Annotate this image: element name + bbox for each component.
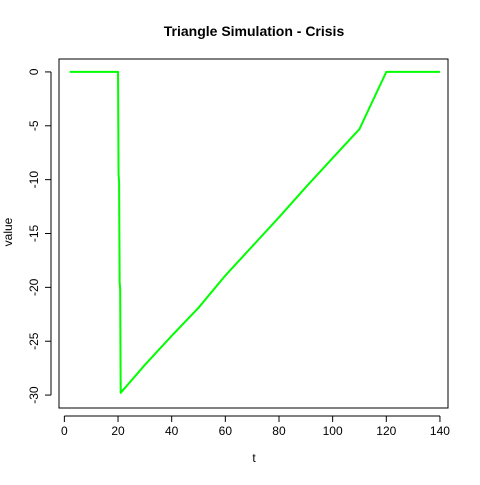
y-tick-label: -20: [27, 278, 41, 296]
x-tick-label: 140: [430, 424, 450, 438]
x-axis: 0 20 40 60 80 100 120 140: [61, 415, 450, 438]
y-tick-label: 0: [27, 68, 41, 75]
y-tick-label: -25: [27, 332, 41, 350]
x-axis-label: t: [252, 451, 256, 465]
plot-frame: [58, 58, 449, 409]
x-tick-label: 0: [61, 424, 68, 438]
x-tick-label: 20: [111, 424, 125, 438]
y-axis-label: value: [1, 217, 15, 246]
y-axis: 0 -5 -10 -15 -20 -25 -30: [27, 68, 52, 404]
x-tick-label: 80: [272, 424, 286, 438]
x-tick-label: 120: [376, 424, 396, 438]
y-tick-label: -15: [27, 225, 41, 243]
series-line: [69, 70, 440, 394]
x-tick-label: 60: [219, 424, 233, 438]
x-tick-label: 100: [323, 424, 343, 438]
x-tick-label: 40: [165, 424, 179, 438]
y-tick-label: -5: [27, 120, 41, 131]
chart-title: Triangle Simulation - Crisis: [164, 23, 345, 39]
y-tick-label: -30: [27, 386, 41, 404]
y-tick-label: -10: [27, 171, 41, 189]
series-layer: [69, 70, 440, 394]
